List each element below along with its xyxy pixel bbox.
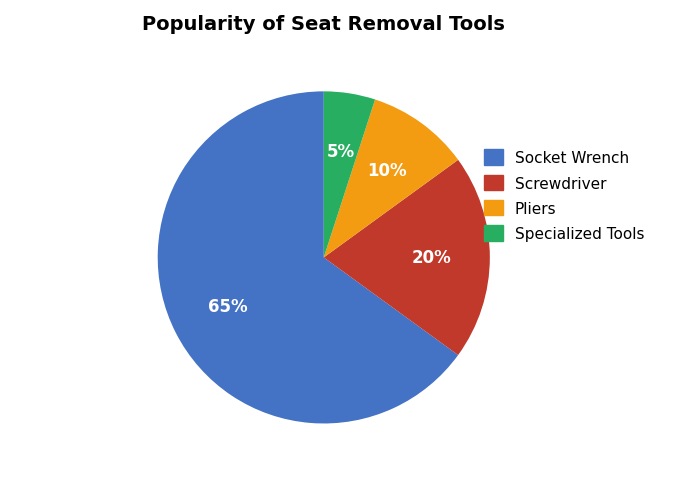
Text: 10%: 10% xyxy=(367,162,407,180)
Text: 20%: 20% xyxy=(412,249,452,267)
Wedge shape xyxy=(324,92,375,258)
Wedge shape xyxy=(324,160,490,355)
Wedge shape xyxy=(324,100,458,258)
Text: 65%: 65% xyxy=(208,298,248,316)
Legend: Socket Wrench, Screwdriver, Pliers, Specialized Tools: Socket Wrench, Screwdriver, Pliers, Spec… xyxy=(477,143,652,249)
Text: 5%: 5% xyxy=(327,143,355,160)
Title: Popularity of Seat Removal Tools: Popularity of Seat Removal Tools xyxy=(143,15,505,34)
Wedge shape xyxy=(158,92,458,424)
